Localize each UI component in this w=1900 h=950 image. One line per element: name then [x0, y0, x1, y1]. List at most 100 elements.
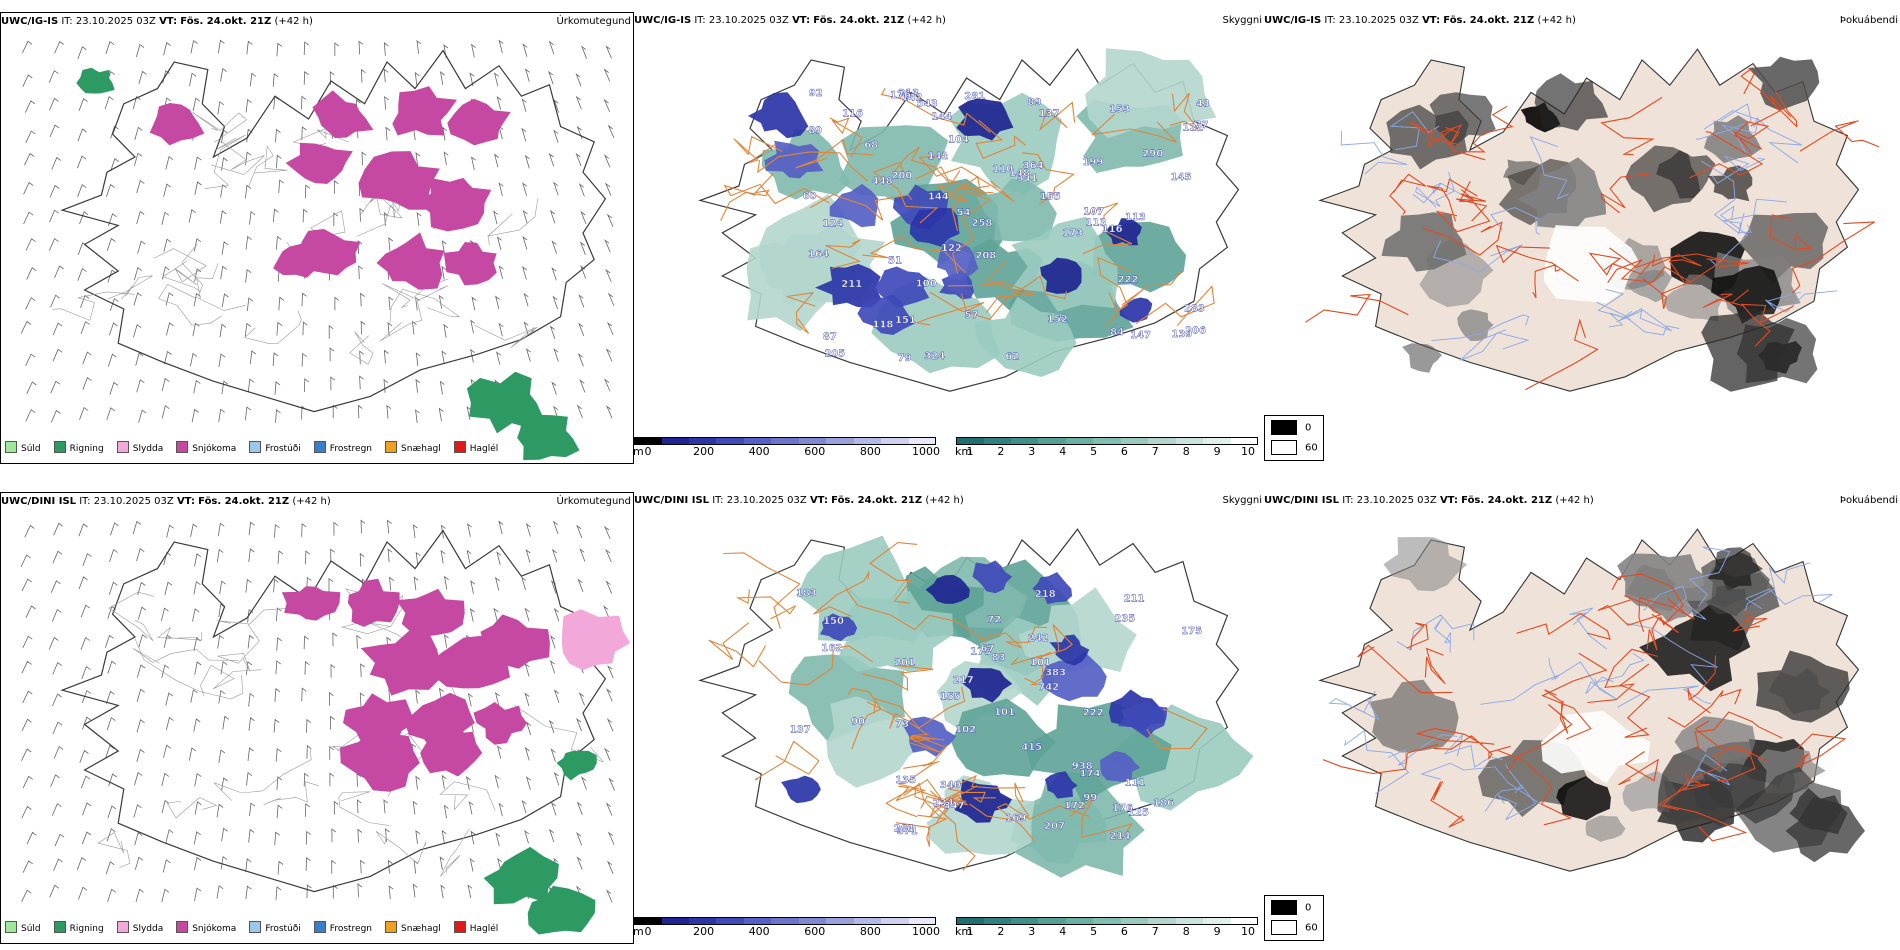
snow-area: [392, 86, 457, 136]
colorbar-cell: [688, 917, 717, 925]
colorbar-tick: 200: [693, 925, 715, 938]
colorbar-cell: [1203, 917, 1231, 925]
colorbar-tick: 800: [859, 445, 881, 458]
fog-index-map: [1305, 48, 1880, 392]
legend-item: Súld: [5, 921, 41, 934]
ceiling-field: [962, 667, 1013, 703]
legend-label: Haglél: [469, 444, 499, 454]
legend-swatch: [176, 921, 189, 933]
legend-label: Rigning: [69, 924, 104, 934]
fog-field: [1369, 679, 1459, 753]
issue-time-label: IT:: [712, 495, 724, 506]
panel-header: UWC/IG-IS IT: 23.10.2025 03Z VT: Fös. 24…: [634, 12, 1264, 30]
colorbar-frame: [634, 437, 936, 445]
visibility-value-label: 169: [1005, 813, 1026, 824]
ceiling-field: [857, 294, 915, 335]
fog-field: [1503, 159, 1540, 186]
colorbar-cell: [1175, 917, 1204, 925]
colorbar-cell: [1093, 917, 1121, 925]
colorbar-tick: 8: [1182, 445, 1190, 458]
visibility-value-label: 137: [1039, 108, 1060, 119]
visibility-value-label: 122: [1182, 123, 1203, 134]
legend-label: Súld: [21, 924, 41, 934]
visibility-value-label: 155: [1040, 191, 1061, 202]
visibility-value-label: 206: [1185, 325, 1206, 336]
colorbar: [956, 437, 1258, 451]
colorbar-cell: [771, 437, 799, 445]
ceiling-field: [909, 207, 960, 247]
cloud-visibility-map: 174 201 211 742 169 175 938 218 415 214 172 340 222 1…: [698, 528, 1254, 878]
snow-area: [273, 239, 326, 278]
visibility-field: [1018, 587, 1137, 673]
snow-area: [358, 151, 440, 210]
legend-swatch: [313, 441, 326, 453]
legend-swatch: [116, 441, 129, 453]
visibility-value-label: 200: [892, 170, 913, 181]
lead-time: (+42 h): [274, 16, 313, 27]
visibility-field: [976, 178, 1057, 242]
panel-header: UWC/DINI ISL IT: 23.10.2025 03Z VT: Fös.…: [1, 493, 633, 511]
ceiling-field: [1049, 634, 1090, 666]
snow-area: [285, 142, 353, 184]
valid-time-label: VT:: [792, 15, 811, 26]
colorbar-tick: 5: [1090, 925, 1098, 938]
ceiling-field: [956, 98, 1014, 141]
fog-field: [1657, 746, 1765, 827]
legend-item: Frostúði: [249, 441, 301, 454]
colorbar-cell: [634, 917, 662, 925]
colorbar: [634, 917, 936, 931]
colorbar-cell: [743, 917, 772, 925]
colorbar-cell: [798, 917, 827, 925]
ceiling-field: [819, 613, 858, 642]
rain-area: [517, 414, 580, 460]
visibility-value-label: 101: [1030, 657, 1051, 668]
legend-swatch: [116, 921, 129, 933]
issue-time-label: IT:: [1324, 15, 1336, 26]
colorbar-frame: [956, 917, 1258, 925]
fog-legend: 0 60: [1264, 895, 1324, 941]
rain-area: [527, 885, 596, 935]
ceiling-field: [972, 560, 1013, 594]
legend-item: Haglél: [453, 441, 499, 454]
snow-area: [420, 731, 483, 777]
colorbar-cell: [716, 437, 744, 445]
colorbar-cell: [1148, 917, 1176, 925]
visibility-value-label: 144: [931, 112, 952, 123]
fog-legend: 0 60: [1264, 415, 1324, 461]
colorbar-unit: km: [955, 445, 973, 458]
visibility-value-label: 201: [894, 824, 915, 835]
colorbar-tick: 7: [1151, 445, 1159, 458]
visibility-value-label: 107: [1083, 207, 1104, 218]
legend-swatch: [385, 441, 398, 453]
visibility-field: [838, 590, 954, 672]
issue-time-label: IT:: [1342, 495, 1354, 506]
visibility-field: [974, 296, 1077, 377]
colorbar-cell: [853, 437, 882, 445]
visibility-value-label: 174: [1080, 769, 1101, 780]
visibility-value-label: 57: [965, 310, 979, 321]
precip-legend: Súld Rigning Slydda Snjókoma Frostúði Frostre…: [5, 441, 511, 457]
valid-time: Fös. 24.okt. 21Z: [1461, 495, 1553, 506]
visibility-value-label: 222: [1118, 275, 1139, 286]
roads: [708, 542, 1208, 871]
colorbar-cell: [1010, 437, 1039, 445]
legend-swatch: [176, 441, 189, 453]
visibility-value-label: 205: [824, 349, 845, 360]
snow-area: [360, 629, 441, 696]
issue-time: 23.10.2025 03Z: [93, 496, 174, 507]
valid-time-label: VT:: [159, 16, 178, 27]
colorbar-tick: 6: [1120, 445, 1128, 458]
ceiling-field: [815, 263, 882, 308]
visibility-value-label: 144: [928, 191, 949, 202]
fog-field: [1516, 157, 1607, 231]
visibility-value-label: 211: [1124, 593, 1145, 604]
fog-legend-swatch: [1271, 920, 1297, 935]
legend-label: Snjókoma: [192, 924, 237, 934]
visibility-value-label: 148: [1009, 168, 1030, 179]
lead-time: (+42 h): [1555, 495, 1594, 506]
visibility-value-label: 141: [928, 151, 949, 162]
valid-time-label: VT:: [809, 495, 828, 506]
colorbar-tick: 2: [997, 925, 1005, 938]
issue-time-label: IT:: [61, 16, 73, 27]
fog-field: [1705, 585, 1756, 617]
